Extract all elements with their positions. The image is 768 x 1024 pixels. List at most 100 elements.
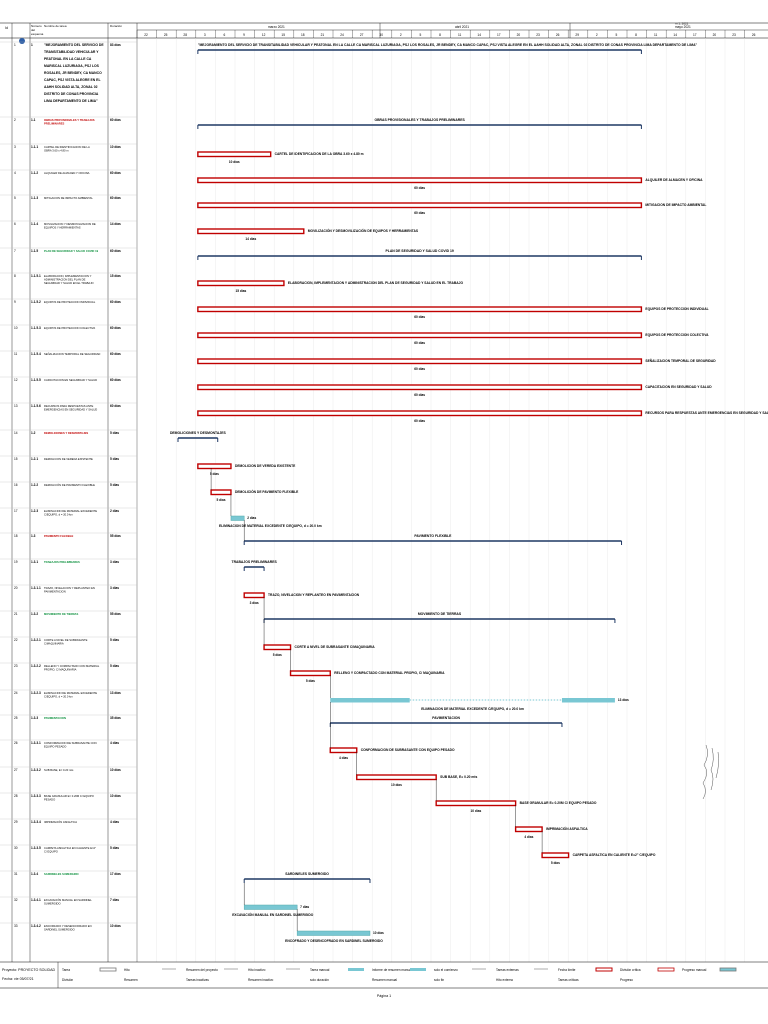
legend-label-2: Hito externo [496, 978, 513, 982]
manual-task-bar [330, 698, 410, 703]
task-num: 1.3.2.2 [31, 664, 41, 668]
legend-swatch [99, 967, 117, 972]
task-name: CAPAC, PSJ VISTA ALEGRE EN EL [44, 78, 101, 82]
task-duration: 35 días [110, 716, 121, 720]
legend-label-2: Resumen manual [372, 978, 397, 982]
manual-bar-label: ELIMINACION DE MATERIAL EXCEDENTE C/EQUI… [219, 524, 322, 528]
task-id: 12 [14, 378, 18, 382]
task-bar-label: RELLENO Y COMPACTADO CON MATERIAL PROPIO… [334, 671, 445, 675]
summary-label: SARDINELES SUMERGIDO [285, 872, 329, 876]
month-march: marzo 2021 [268, 25, 285, 29]
task-duration: 10 días [110, 924, 121, 928]
task-id: 7 [14, 249, 16, 253]
legend-label-2: Resumen [124, 978, 138, 982]
task-duration: 55 días [110, 612, 121, 616]
legend-label-2: Tareas inactivas [186, 978, 209, 982]
task-num: 1.1.5.5 [31, 378, 41, 382]
task-bar-label: CARPETA ASFALTICA EN CALIENTE E=2" C/EQU… [573, 853, 656, 857]
task-duration: 60 días [110, 352, 121, 356]
task-bar-duration: 60 días [414, 186, 425, 190]
task-name: EMERGENCIAS EN SEGURIDAD Y SALUD [44, 407, 97, 411]
task-name: TRABAJOS PRELIMINARES [44, 560, 80, 564]
year-mark: m 1, 2021 [675, 22, 689, 26]
day-label: 22 [144, 33, 148, 37]
task-id: 18 [14, 534, 18, 538]
task-name: EQUIPOS Y HERRAMIENTAS [44, 225, 81, 229]
task-id: 16 [14, 483, 18, 487]
task-duration: 83 días [110, 43, 121, 47]
task-bar-duration: 60 días [414, 211, 425, 215]
day-label: 9 [243, 33, 245, 37]
task-duration: 3 días [110, 560, 119, 564]
task-bar [197, 306, 643, 313]
legend-label-2: solo duración [310, 978, 329, 982]
header-id: Id [5, 26, 8, 30]
task-id: 29 [14, 820, 18, 824]
task-duration: 17 días [110, 872, 121, 876]
month-may: mayo 2021 [675, 25, 691, 29]
task-bar-duration: 60 días [414, 393, 425, 397]
task-bar [197, 332, 643, 339]
task-bar-duration: 5 días [306, 679, 315, 683]
task-id: 30 [14, 846, 18, 850]
day-label: 21 [321, 33, 325, 37]
task-bar-duration: 10 días [391, 783, 402, 787]
task-num: 1.1.1 [31, 145, 38, 149]
task-name: SEÑALIZACION TEMPORAL DE SEGURIDAD [44, 351, 100, 356]
task-bar [329, 747, 358, 754]
task-name: RELLENO Y COMPACTADO CON MATERIAL [44, 664, 100, 668]
task-num: 1.3.4 [31, 872, 38, 876]
task-name: SUMERGIDO [44, 901, 61, 905]
task-duration: 5 días [110, 431, 119, 435]
task-id: 23 [14, 664, 18, 668]
task-id: 21 [14, 612, 18, 616]
day-label: 30 [379, 33, 383, 37]
legend-label: Tarea [62, 968, 70, 972]
day-label: 28 [183, 33, 187, 37]
day-label: 25 [164, 33, 168, 37]
task-bar-duration: 60 días [414, 367, 425, 371]
task-name: ENCOFRADO Y DESENCOFRADO EN [44, 924, 92, 928]
header-name: Nombre de tarea [44, 24, 67, 28]
day-label: 11 [458, 33, 462, 37]
task-duration: 10 días [110, 794, 121, 798]
task-num: 1 [31, 43, 33, 47]
task-duration: 60 días [110, 378, 121, 382]
summary-label: "MEJORAMIENTO DEL SERVICIO DE TRANSITABI… [198, 43, 698, 47]
task-bar-label: EQUIPOS DE PROTECCION INDIVIDUAL [645, 307, 708, 311]
manual-bar-label: ELIMINACION DE MATERIAL EXCEDENTE C/EQUI… [421, 707, 524, 711]
legend-label: División crítica [620, 968, 641, 972]
manual-task-bar [296, 930, 371, 936]
task-num: 1.3.2.3 [31, 691, 41, 695]
task-duration: 7 días [110, 898, 119, 902]
legend-label-2: División [62, 978, 73, 982]
task-id: 28 [14, 794, 18, 798]
task-num: 1.1.5.3 [31, 326, 41, 330]
task-num: 1.3.3.1 [31, 741, 41, 745]
task-name: ELABORACION, IMPLEMENTACION Y [44, 274, 92, 278]
task-bar [197, 280, 285, 287]
day-label: 6 [224, 33, 226, 37]
task-bar [541, 852, 570, 859]
task-bar-duration: 10 días [229, 160, 240, 164]
task-name: ADMINISTRACION DEL PLAN DE [44, 277, 86, 281]
task-name: DEMOLICION DE VEREDA EXISTENTE [44, 457, 93, 461]
task-id: 17 [14, 509, 18, 513]
manual-bar-duration: 13 días [618, 698, 629, 702]
task-name: PRELIMINARES [44, 121, 65, 125]
task-bar [197, 463, 232, 470]
task-duration: 10 días [110, 145, 121, 149]
task-id: 5 [14, 196, 16, 200]
task-id: 9 [14, 300, 16, 304]
task-name: RECURSOS PARA RESPUESTAS ANTE [44, 404, 94, 408]
task-bar-label: DEMOLICIÓN DE PAVIMENTO FLEXIBLE [235, 489, 299, 494]
day-label: 3 [204, 33, 206, 37]
legend-label: Resumen del proyecto [186, 968, 218, 972]
task-id: 32 [14, 898, 18, 902]
task-id: 2 [14, 118, 16, 122]
task-id: 3 [14, 145, 16, 149]
task-duration: 5 días [110, 483, 119, 487]
info-icon [19, 38, 25, 44]
task-bar-duration: 60 días [414, 419, 425, 423]
day-label: 23 [536, 33, 540, 37]
